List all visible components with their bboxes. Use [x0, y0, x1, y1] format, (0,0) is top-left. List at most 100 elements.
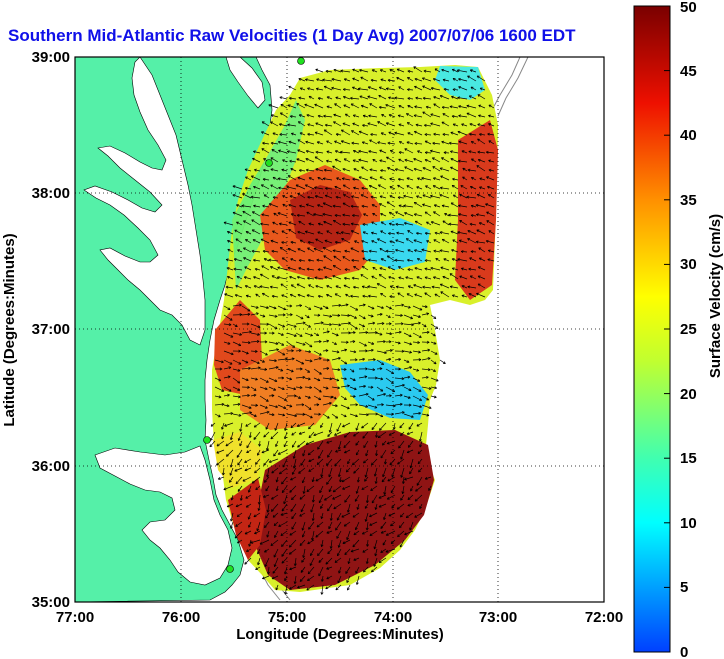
velocity-arrow [413, 158, 423, 163]
velocity-arrow-head [442, 133, 446, 136]
velocity-arrow-head [294, 324, 297, 328]
velocity-arrow [307, 241, 315, 244]
velocity-arrow-head [318, 294, 321, 297]
velocity-arrow-head [262, 141, 265, 144]
velocity-arrow-head [312, 518, 315, 521]
velocity-arrow-head [336, 429, 340, 432]
velocity-arrow-head [261, 121, 264, 125]
velocity-arrow [338, 467, 342, 477]
velocity-arrow [398, 276, 405, 280]
velocity-arrow-head [274, 316, 278, 318]
velocity-arrow-head [458, 140, 462, 142]
velocity-arrow-head [457, 69, 460, 71]
velocity-arrow [225, 440, 234, 447]
velocity-arrow-head [330, 546, 333, 549]
velocity-arrow-head [273, 516, 276, 518]
velocity-arrow [369, 185, 378, 190]
velocity-arrow [243, 257, 252, 262]
velocity-arrow [235, 238, 243, 244]
velocity-arrow-head [291, 497, 293, 500]
velocity-arrow-head [457, 159, 461, 162]
velocity-arrow [360, 76, 369, 82]
velocity-arrow-head [470, 251, 474, 254]
velocity-arrow-head [315, 151, 319, 154]
velocity-arrow-head [406, 432, 409, 435]
velocity-arrow-head [345, 361, 348, 365]
velocity-arrow-head [366, 414, 369, 417]
velocity-arrow [430, 386, 437, 389]
velocity-arrow-head [448, 222, 452, 225]
velocity-arrow [408, 422, 414, 430]
velocity-arrow-head [311, 479, 313, 482]
velocity-arrow [375, 431, 378, 438]
velocity-arrow-head [410, 316, 413, 319]
velocity-arrow-head [293, 456, 296, 459]
velocity-arrow-head [232, 185, 235, 189]
velocity-arrow [376, 413, 384, 417]
velocity-arrow-head [230, 437, 233, 441]
velocity-arrow [398, 204, 405, 208]
velocity-arrow [423, 70, 432, 73]
velocity-arrow [268, 404, 278, 408]
velocity-arrow [403, 205, 414, 208]
velocity-arrow [488, 104, 495, 109]
velocity-arrow-head [430, 123, 433, 126]
velocity-field-red-south [228, 478, 266, 560]
velocity-arrow-head [303, 342, 306, 346]
velocity-arrow [262, 205, 270, 208]
velocity-arrow-head [355, 404, 358, 407]
velocity-arrow [349, 395, 356, 397]
velocity-arrow-head [338, 323, 342, 326]
velocity-arrow-head [352, 114, 356, 118]
velocity-arrow-head [432, 157, 434, 161]
velocity-arrow-head [288, 229, 291, 232]
velocity-arrow-head [420, 398, 422, 401]
velocity-arrow [250, 386, 257, 391]
velocity-arrow [416, 195, 423, 199]
velocity-arrow-head [264, 367, 268, 370]
velocity-arrow-head [420, 307, 423, 311]
velocity-arrow [469, 133, 477, 136]
velocity-arrow [385, 314, 391, 318]
velocity-arrow [325, 70, 333, 73]
velocity-arrow [299, 494, 306, 500]
velocity-arrow [381, 114, 387, 118]
velocity-arrow [333, 503, 342, 510]
velocity-arrow [380, 293, 387, 298]
velocity-arrow-head [389, 186, 392, 189]
velocity-arrow-head [334, 293, 337, 297]
velocity-arrow [440, 187, 450, 190]
velocity-arrow-head [267, 474, 270, 478]
velocity-arrow-head [476, 213, 479, 215]
velocity-arrow-head [477, 138, 480, 142]
velocity-arrow-head [291, 133, 294, 136]
velocity-arrow-head [291, 350, 294, 353]
velocity-arrow-head [371, 462, 373, 466]
velocity-arrow-head [399, 402, 403, 405]
velocity-arrow [433, 276, 441, 280]
velocity-arrow-head [338, 545, 341, 548]
velocity-arrow [326, 230, 333, 235]
velocity-arrow-head [394, 168, 398, 172]
velocity-arrow [362, 295, 369, 298]
velocity-arrow [320, 422, 324, 428]
velocity-arrow [325, 124, 333, 127]
velocity-arrow [358, 88, 369, 91]
velocity-arrow-head [342, 167, 346, 170]
velocity-arrow-head [344, 397, 347, 400]
velocity-arrow [459, 220, 468, 226]
velocity-arrow-head [451, 185, 454, 188]
velocity-arrow-head [284, 428, 287, 431]
velocity-arrow-head [356, 491, 359, 494]
velocity-arrow-head [409, 334, 412, 337]
velocity-arrow-head [306, 268, 310, 271]
velocity-arrow [333, 114, 342, 118]
velocity-arrow-head [363, 570, 366, 573]
velocity-arrow-head [375, 331, 378, 333]
velocity-arrow [232, 377, 241, 384]
velocity-arrow-head [362, 257, 365, 261]
velocity-arrow [307, 133, 315, 136]
velocity-arrow [380, 78, 387, 82]
velocity-arrow-head [403, 222, 407, 225]
velocity-arrow-head [314, 132, 318, 135]
